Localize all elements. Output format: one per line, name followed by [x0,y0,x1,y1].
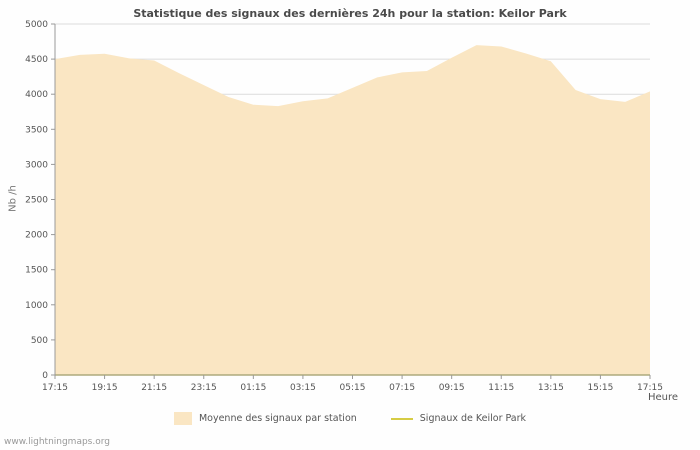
svg-text:5000: 5000 [25,20,48,30]
svg-text:03:15: 03:15 [290,383,316,393]
chart-legend: Moyenne des signaux par station Signaux … [0,412,700,425]
svg-text:4000: 4000 [25,90,48,100]
x-axis-label: Heure [647,392,678,403]
svg-text:1500: 1500 [25,266,48,276]
svg-text:3000: 3000 [25,160,48,170]
svg-text:05:15: 05:15 [340,383,366,393]
svg-text:500: 500 [31,336,48,346]
legend-item-station: Signaux de Keilor Park [390,413,527,424]
svg-text:15:15: 15:15 [587,383,613,393]
svg-text:4500: 4500 [25,55,48,65]
svg-text:17:15: 17:15 [637,383,663,393]
svg-text:0: 0 [42,371,48,381]
y-axis-label: Nb /h [7,185,19,212]
svg-text:1000: 1000 [25,301,48,311]
svg-text:21:15: 21:15 [141,383,167,393]
line-swatch-icon [390,417,413,420]
svg-text:17:15: 17:15 [42,383,68,393]
svg-text:19:15: 19:15 [92,383,118,393]
svg-text:07:15: 07:15 [389,383,415,393]
legend-item-average: Moyenne des signaux par station [173,412,357,425]
svg-text:11:15: 11:15 [488,383,514,393]
svg-text:23:15: 23:15 [191,383,217,393]
svg-text:3500: 3500 [25,125,48,135]
watermark: www.lightningmaps.org [4,437,110,447]
area-swatch-icon [173,412,192,425]
svg-text:01:15: 01:15 [240,383,266,393]
svg-text:09:15: 09:15 [439,383,465,393]
svg-text:2500: 2500 [25,196,48,206]
legend-label-average: Moyenne des signaux par station [198,413,357,424]
svg-text:13:15: 13:15 [538,383,564,393]
svg-text:2000: 2000 [25,231,48,241]
legend-label-station: Signaux de Keilor Park [419,413,527,424]
chart-title: Statistique des signaux des dernières 24… [133,7,567,20]
